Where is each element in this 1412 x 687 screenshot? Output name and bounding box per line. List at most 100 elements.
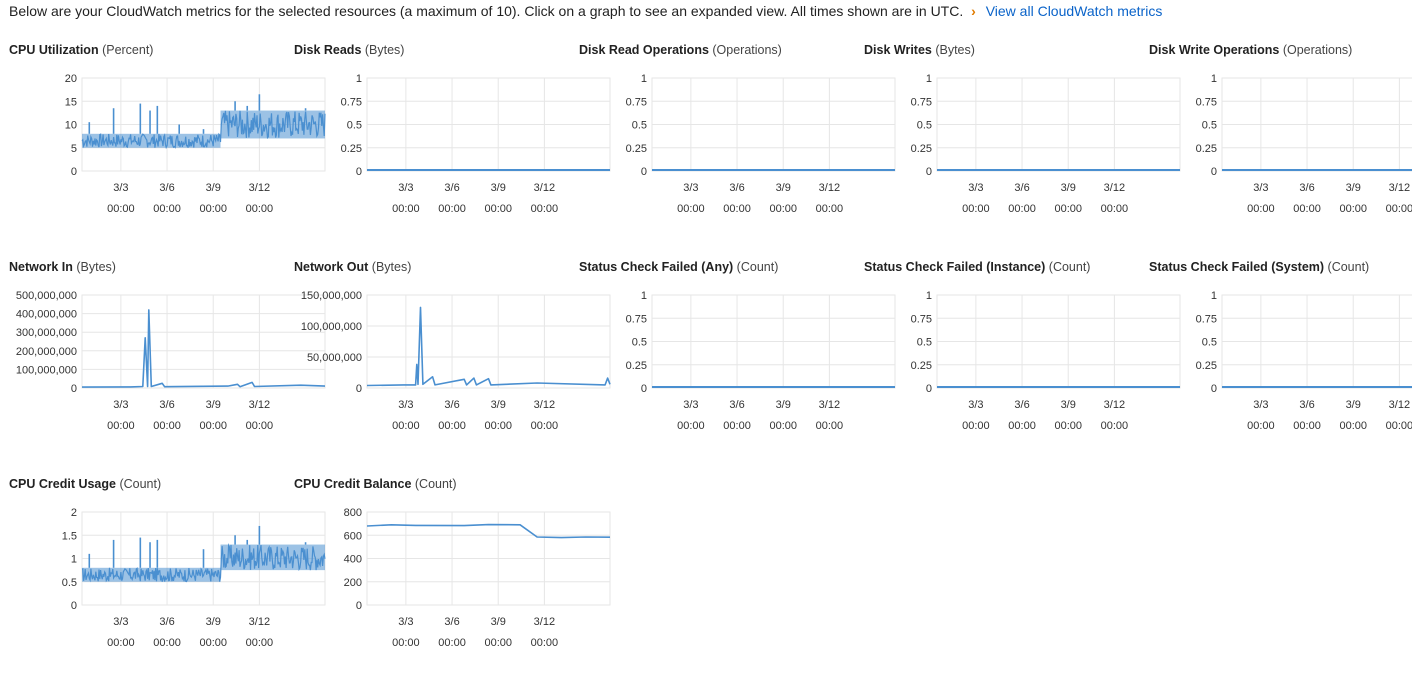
metric-chart[interactable]: 1 0.75 0.5 0.25 0 3/3 00:00 3/6 00:00 3/9 00:00 3/1… [579, 260, 896, 470]
x-tick-time: 00:00 [438, 203, 466, 215]
y-tick-label: 0.5 [917, 120, 932, 132]
x-tick-time: 00:00 [816, 420, 844, 432]
x-tick-time: 00:00 [107, 203, 135, 215]
x-tick-time: 00:00 [1339, 420, 1367, 432]
y-tick-label: 0 [1211, 166, 1217, 178]
metric-widget-status-check-failed-instance[interactable]: Status Check Failed (Instance) (Count) 1 0… [864, 260, 1181, 470]
y-tick-label: 0 [356, 166, 362, 178]
metric-unit: (Operations) [1279, 43, 1353, 57]
widget-title: CPU Credit Usage (Count) [9, 477, 161, 492]
metric-chart[interactable]: 20 15 10 5 0 3/3 00:00 3/6 00:00 3/9 00:00 3/12 00:0… [9, 43, 326, 253]
widget-title: Network Out (Bytes) [294, 260, 411, 275]
metric-widget-disk-write-operations[interactable]: Disk Write Operations (Operations) 1 0.75 0… [1149, 43, 1412, 253]
view-all-cloudwatch-metrics-link[interactable]: View all CloudWatch metrics [985, 3, 1163, 19]
x-tick-time: 00:00 [246, 203, 274, 215]
metric-chart[interactable]: 1 0.75 0.5 0.25 0 3/3 00:00 3/6 00:00 3/9 00:00 3/1… [294, 43, 611, 253]
plot-area [81, 294, 326, 389]
x-tick-date: 3/6 [1299, 182, 1314, 194]
x-tick-time: 00:00 [723, 420, 751, 432]
y-tick-label: 0.5 [62, 577, 77, 589]
metric-widget-cpu-utilization[interactable]: CPU Utilization (Percent) 20 15 10 5 0 3/3 00:0… [9, 43, 326, 253]
metric-name: Disk Write Operations [1149, 43, 1280, 57]
x-tick-time: 00:00 [392, 203, 420, 215]
x-tick-time: 00:00 [531, 203, 559, 215]
metric-chart[interactable]: 1 0.75 0.5 0.25 0 3/3 00:00 3/6 00:00 3/9 00:00 3/1… [864, 260, 1181, 470]
x-tick-date: 3/3 [113, 182, 128, 194]
x-tick-time: 00:00 [438, 637, 466, 649]
metric-widget-disk-writes[interactable]: Disk Writes (Bytes) 1 0.75 0.5 0.25 0 3/3 00:00… [864, 43, 1181, 253]
x-tick-date: 3/12 [534, 616, 555, 628]
x-tick-time: 00:00 [723, 203, 751, 215]
series-line [81, 309, 326, 388]
x-tick-date: 3/6 [159, 616, 174, 628]
x-tick-date: 3/3 [398, 616, 413, 628]
series-band [82, 133, 221, 148]
y-tick-label: 0 [71, 600, 77, 612]
metric-unit: (Bytes) [72, 260, 116, 274]
chevron-right-icon: › [971, 3, 976, 19]
metric-widget-disk-read-operations[interactable]: Disk Read Operations (Operations) 1 0.75 0.… [579, 43, 896, 253]
metric-widget-disk-reads[interactable]: Disk Reads (Bytes) 1 0.75 0.5 0.25 0 3/3 00:00 3… [294, 43, 611, 253]
x-tick-date: 3/9 [1346, 182, 1361, 194]
y-tick-label: 0.5 [917, 337, 932, 349]
y-tick-label: 0 [926, 383, 932, 395]
x-tick-date: 3/6 [444, 399, 459, 411]
y-tick-label: 0.25 [626, 143, 647, 155]
metric-chart[interactable]: 1 0.75 0.5 0.25 0 3/3 00:00 3/6 00:00 3/9 00:00 3/1… [864, 43, 1181, 253]
y-tick-label: 400 [344, 554, 362, 566]
metric-widget-cpu-credit-balance[interactable]: CPU Credit Balance (Count) 800 600 400 200 0 3… [294, 477, 611, 687]
y-tick-label: 0 [71, 383, 77, 395]
x-tick-time: 00:00 [1101, 420, 1129, 432]
y-tick-label: 200,000,000 [16, 346, 77, 358]
metric-unit: (Count) [733, 260, 779, 274]
x-tick-date: 3/6 [729, 182, 744, 194]
metric-widget-network-in[interactable]: Network In (Bytes) 500,000,000 400,000,000… [9, 260, 326, 470]
metric-widget-network-out[interactable]: Network Out (Bytes) 150,000,000 100,000,00… [294, 260, 611, 470]
x-tick-date: 3/12 [819, 182, 840, 194]
series-band [220, 544, 325, 571]
x-tick-date: 3/12 [1389, 182, 1410, 194]
metric-chart[interactable]: 1 0.75 0.5 0.25 0 3/3 00:00 3/6 00:00 3/9 00:00 3/1… [1149, 43, 1412, 253]
x-tick-date: 3/12 [249, 399, 270, 411]
metric-chart[interactable]: 150,000,000 100,000,000 50,000,000 0 3/3 00:0… [294, 260, 611, 470]
metric-widget-status-check-failed-system[interactable]: Status Check Failed (System) (Count) 1 0.7… [1149, 260, 1412, 470]
y-tick-label: 100,000,000 [16, 364, 77, 376]
y-tick-label: 1 [356, 73, 362, 85]
x-tick-date: 3/12 [534, 182, 555, 194]
y-tick-label: 15 [65, 96, 77, 108]
y-tick-label: 0.75 [911, 313, 932, 325]
y-tick-label: 100,000,000 [301, 321, 362, 333]
metric-chart[interactable]: 800 600 400 200 0 3/3 00:00 3/6 00:00 3/9 00:00 3/1… [294, 477, 611, 687]
x-tick-time: 00:00 [392, 420, 420, 432]
x-tick-time: 00:00 [677, 203, 705, 215]
metric-widget-cpu-credit-usage[interactable]: CPU Credit Usage (Count) 2 1.5 1 0.5 0 3/3 00:0… [9, 477, 326, 687]
metric-chart[interactable]: 2 1.5 1 0.5 0 3/3 00:00 3/6 00:00 3/9 00:00 3/12 00:… [9, 477, 326, 687]
y-tick-label: 2 [71, 507, 77, 519]
y-tick-label: 200 [344, 577, 362, 589]
x-tick-date: 3/12 [249, 182, 270, 194]
metric-chart[interactable]: 500,000,000 400,000,000 300,000,000 200,000… [9, 260, 326, 470]
x-tick-time: 00:00 [677, 420, 705, 432]
y-tick-label: 0.5 [1202, 337, 1217, 349]
x-tick-time: 00:00 [484, 637, 512, 649]
metric-unit: (Count) [1045, 260, 1091, 274]
x-tick-date: 3/3 [968, 399, 983, 411]
x-tick-date: 3/9 [491, 399, 506, 411]
metric-name: CPU Credit Usage [9, 477, 116, 491]
y-tick-label: 0.25 [341, 143, 362, 155]
plot-area [366, 294, 611, 389]
metric-unit: (Count) [1324, 260, 1370, 274]
x-tick-date: 3/9 [491, 616, 506, 628]
x-tick-time: 00:00 [199, 420, 227, 432]
y-tick-label: 0 [641, 383, 647, 395]
x-tick-time: 00:00 [484, 203, 512, 215]
metric-unit: (Bytes) [368, 260, 412, 274]
x-tick-date: 3/6 [159, 182, 174, 194]
x-tick-date: 3/12 [819, 399, 840, 411]
x-tick-time: 00:00 [1386, 420, 1412, 432]
metric-chart[interactable]: 1 0.75 0.5 0.25 0 3/3 00:00 3/6 00:00 3/9 00:00 3/1… [579, 43, 896, 253]
metric-chart[interactable]: 1 0.75 0.5 0.25 0 3/3 00:00 3/6 00:00 3/9 00:00 3/1… [1149, 260, 1412, 470]
y-tick-label: 0.5 [632, 120, 647, 132]
metric-widget-status-check-failed-any[interactable]: Status Check Failed (Any) (Count) 1 0.75 0.… [579, 260, 896, 470]
x-tick-date: 3/3 [1253, 399, 1268, 411]
